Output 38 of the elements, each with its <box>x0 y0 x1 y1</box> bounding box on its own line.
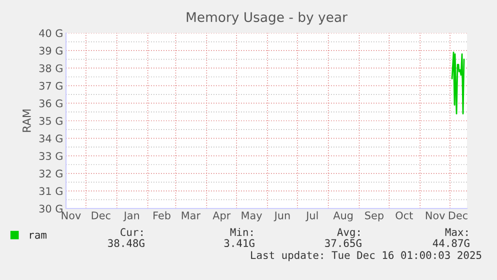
y-tick-label: 30 G <box>39 204 62 213</box>
y-tick-label: 36 G <box>39 99 62 108</box>
y-tick-label: 37 G <box>39 82 62 90</box>
text: 37.65G <box>325 239 362 248</box>
y-axis-title: RAM <box>22 110 31 132</box>
text: Min: <box>230 228 252 236</box>
line-series <box>451 52 465 114</box>
x-tick-label: Nov <box>426 212 445 220</box>
y-tick-label: 38 G <box>39 64 62 72</box>
y-tick-label: 32 G <box>39 170 62 178</box>
text: Last update: Tue Dec 16 01:00:03 2025 <box>251 250 482 262</box>
x-tick-label: Aug <box>333 212 353 222</box>
text: 3.41G <box>224 239 254 248</box>
text: 38.48G <box>108 239 144 248</box>
x-tick-label: Mar <box>182 212 201 220</box>
chart-title: Memory Usage - by year <box>186 12 348 25</box>
y-tick-label: 40 G <box>39 29 62 38</box>
x-tick-label: May <box>242 212 262 222</box>
y-tick-label: 33 G <box>39 152 62 160</box>
legend-label: ram <box>30 232 46 239</box>
x-tick-label: Jul <box>306 211 318 222</box>
y-tick-label: 34 G <box>39 134 62 142</box>
text: Cur: <box>120 228 142 236</box>
y-tick-label: 31 G <box>39 187 62 196</box>
x-tick-label: Nov <box>62 212 81 220</box>
x-tick-label: Jan <box>123 212 139 222</box>
x-tick-label: Jun <box>274 212 290 222</box>
x-tick-label: Oct <box>396 211 413 220</box>
text: Avg: <box>337 228 360 238</box>
x-tick-label: Apr <box>212 212 231 222</box>
text: Max: <box>445 228 468 236</box>
x-tick-label: Dec <box>448 212 468 220</box>
text: 44.87G <box>432 239 470 248</box>
x-tick-label: Sep <box>365 211 384 222</box>
y-tick-label: 35 G <box>39 116 62 125</box>
x-tick-label: Dec <box>92 212 110 220</box>
y-tick-label: 39 G <box>39 46 62 55</box>
x-tick-label: Feb <box>154 211 170 220</box>
